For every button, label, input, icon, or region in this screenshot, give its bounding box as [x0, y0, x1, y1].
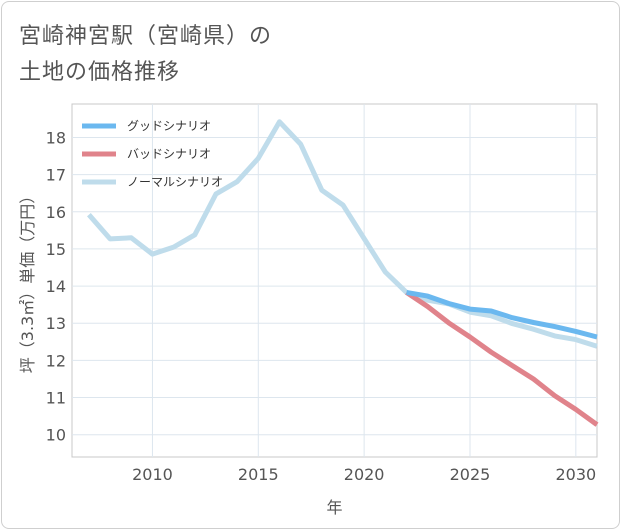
y-axis-ticks: 10 11 12 13 14 15 16 17 18 [46, 128, 66, 444]
y-tick-label-12: 12 [46, 351, 66, 370]
x-tick-label-2025: 2025 [450, 465, 491, 484]
x-tick-label-2020: 2020 [344, 465, 385, 484]
series-line-2 [87, 119, 598, 349]
x-axis-title: 年 [326, 498, 342, 517]
x-tick-label-2030: 2030 [555, 465, 596, 484]
series-line-1 [405, 290, 599, 427]
x-axis-ticks: 2010 2015 2020 2025 2030 [132, 465, 596, 484]
y-tick-label-13: 13 [46, 314, 66, 333]
chart-title-line-2: 土地の価格推移 [19, 60, 181, 85]
y-tick-label-14: 14 [46, 277, 66, 296]
grid-lines [72, 104, 597, 457]
y-tick-label-10: 10 [46, 426, 66, 445]
legend-label-1: バッドシナリオ [127, 147, 211, 161]
y-tick-label-17: 17 [46, 166, 66, 185]
y-axis-title: 坪（3.3㎡）単価（万円） [18, 188, 37, 373]
chart-title-line-1: 宮崎神宮駅（宮崎県）の [19, 24, 273, 49]
y-tick-label-15: 15 [46, 240, 66, 259]
plot-area [71, 103, 598, 458]
series-line-0 [406, 289, 598, 340]
x-tick-label-2010: 2010 [132, 465, 173, 484]
y-tick-label-18: 18 [46, 128, 66, 147]
legend-label-0: グッドシナリオ [127, 119, 211, 133]
x-tick-label-2015: 2015 [238, 465, 279, 484]
legend-label-2: ノーマルシナリオ [127, 175, 223, 189]
y-tick-label-11: 11 [46, 389, 66, 408]
y-tick-label-16: 16 [46, 203, 66, 222]
series-lines [87, 119, 599, 427]
